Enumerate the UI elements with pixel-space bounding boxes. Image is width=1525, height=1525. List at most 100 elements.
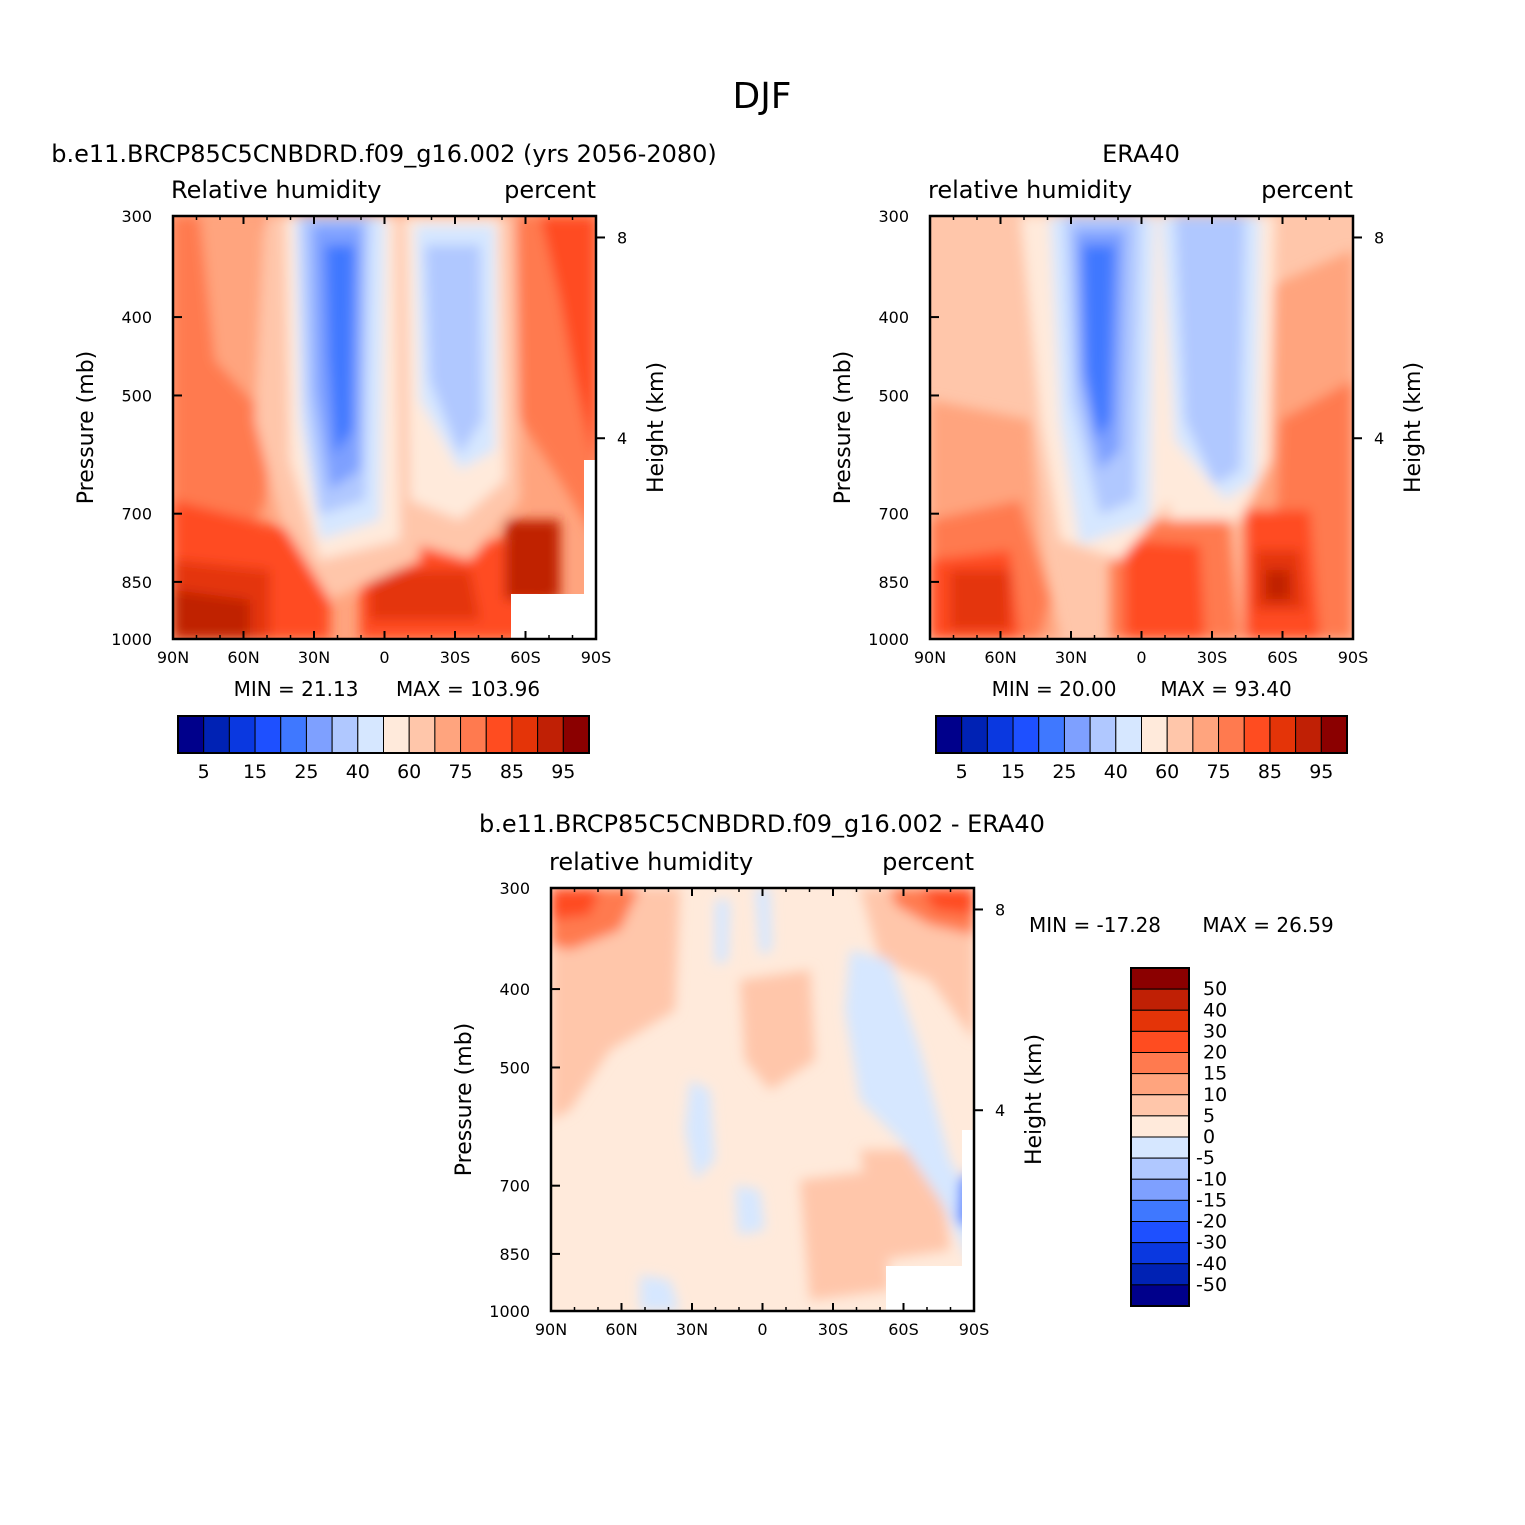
x-tick-label: 90S [581,648,612,667]
colorbar-swatch [935,715,963,754]
y-right-tick-label: 8 [617,228,627,247]
colorbar-label: 10 [1203,1084,1227,1106]
y-axis-label: Pressure (mb) [74,351,99,505]
colorbar-label: 15 [1203,1063,1227,1085]
colorbar-swatch [1243,715,1271,754]
colorbar-label: 0 [1203,1126,1215,1148]
colorbar-swatch [1218,715,1245,754]
contour-field [173,216,596,639]
colorbar-swatch [1038,715,1065,754]
colorbar-label: 25 [294,761,318,783]
y-right-axis-label: Height (km) [644,362,669,493]
colorbar-label: 60 [1155,761,1179,783]
colorbar-swatch [1130,1136,1190,1159]
colorbar-swatch [177,715,205,754]
y-right-tick-label: 4 [995,1101,1005,1120]
x-tick-label: 60S [510,648,541,667]
colorbar-label: -15 [1196,1189,1227,1211]
colorbar-swatch [357,715,384,754]
colorbar-label: -30 [1196,1232,1227,1254]
colorbar-swatch [1115,715,1142,754]
colorbar-swatch [1130,1199,1190,1222]
colorbar-swatch [383,715,410,754]
contour-field [930,216,1353,639]
colorbar-swatch [1089,715,1117,754]
colorbar-swatch [986,715,1014,754]
x-tick-label: 0 [379,648,389,667]
colorbar-label: 40 [1203,999,1227,1021]
colorbar-label: 85 [1258,761,1282,783]
y-tick-label: 1000 [868,630,909,649]
panel-obs: ERA40 relative humidity percent [831,140,1426,783]
colorbar-frame [177,715,590,754]
y-tick-label: 300 [878,207,909,226]
colorbar-label: 20 [1203,1042,1227,1064]
y-tick-label: 400 [121,308,152,327]
left-label: relative humidity [549,848,753,876]
colorbar-label: -20 [1196,1211,1227,1233]
x-tick-label: 90N [914,648,946,667]
colorbar-label: 5 [198,761,210,783]
contour-field [551,888,974,1311]
right-label: percent [882,848,974,876]
panel-title: b.e11.BRCP85C5CNBDRD.f09_g16.002 (yrs 20… [51,140,717,168]
y-tick-label: 500 [499,1058,530,1077]
colorbar-label: 60 [397,761,421,783]
panel-difference: b.e11.BRCP85C5CNBDRD.f09_g16.002 - ERA40… [452,810,1334,1339]
x-tick-label: 90S [959,1320,990,1339]
x-tick-label: 90N [535,1320,567,1339]
y-tick-label: 400 [499,980,530,999]
colorbar-label: -10 [1196,1168,1227,1190]
colorbar-label: 75 [448,761,472,783]
colorbar-swatch [434,715,462,754]
x-tick-label: 0 [757,1320,767,1339]
colorbar-swatch [1130,1221,1190,1244]
colorbar-label: 75 [1206,761,1230,783]
y-right-axis-label: Height (km) [1022,1034,1047,1165]
figure-title: DJF [732,76,791,117]
y-tick-label: 700 [878,505,909,524]
left-label: relative humidity [928,176,1132,204]
colorbar-label: 95 [1309,761,1333,783]
colorbar-frame [1130,967,1190,1307]
y-tick-label: 300 [121,207,152,226]
y-tick-label: 850 [499,1245,530,1264]
colorbar-label: 25 [1052,761,1076,783]
y-axis-label: Pressure (mb) [831,351,856,505]
colorbar-swatch [1130,988,1190,1011]
x-tick-label: 90S [1338,648,1369,667]
panel-title: ERA40 [1102,140,1180,168]
colorbar-swatch [1141,715,1168,754]
y-tick-label: 300 [499,879,530,898]
y-right-axis-label: Height (km) [1401,362,1426,493]
colorbar-swatch [1320,715,1348,754]
max-label: MAX = 26.59 [1202,913,1333,937]
colorbar-swatch [1130,967,1190,990]
colorbar-swatch [1130,1178,1190,1201]
y-right-tick-label: 8 [995,900,1005,919]
x-tick-label: 60N [984,648,1016,667]
colorbar-label: 40 [346,761,370,783]
x-tick-label: 30N [1055,648,1087,667]
colorbar-label: 85 [500,761,524,783]
colorbar-swatch [485,715,513,754]
colorbar-swatch [460,715,487,754]
min-label: MIN = -17.28 [1029,913,1161,937]
colorbar-swatch [961,715,988,754]
colorbar-swatch [254,715,282,754]
right-label: percent [504,176,596,204]
colorbar-swatch [511,715,539,754]
colorbar-swatch [1295,715,1322,754]
colorbar-swatch [203,715,230,754]
colorbar-swatch [537,715,564,754]
colorbar-swatch [1130,1263,1190,1286]
colorbar-swatch [1130,1157,1190,1180]
colorbar-swatch [1130,1115,1190,1138]
y-tick-label: 500 [121,386,152,405]
panel-model: b.e11.BRCP85C5CNBDRD.f09_g16.002 (yrs 20… [51,140,717,783]
x-tick-label: 60N [605,1320,637,1339]
colorbar-swatch [1012,715,1040,754]
y-tick-label: 400 [878,308,909,327]
colorbar-label: 5 [956,761,968,783]
